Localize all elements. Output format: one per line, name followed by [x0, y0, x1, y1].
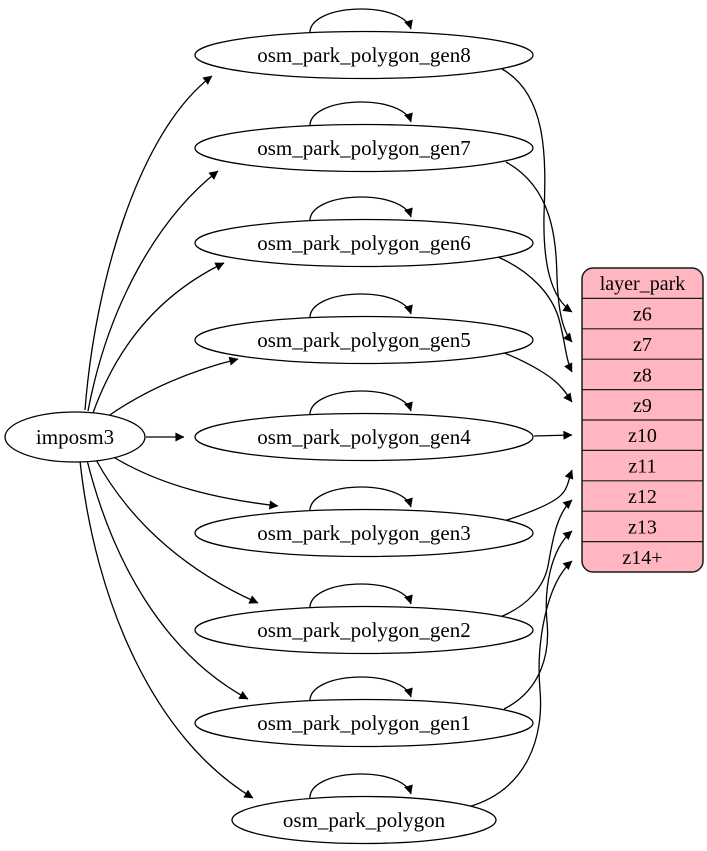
gen1-label: osm_park_polygon_gen1 — [257, 711, 470, 735]
gen1-ellipse — [194, 698, 534, 748]
edge-gen3-z11 — [503, 469, 574, 522]
polygon-ellipse — [231, 795, 497, 845]
node-osm-park-polygon-gen4: osm_park_polygon_gen4 — [194, 412, 534, 462]
node-osm-park-polygon-gen2: osm_park_polygon_gen2 — [194, 605, 534, 655]
layer-park-row-dividers — [582, 297, 703, 543]
edge-imposm3-gen6 — [92, 262, 225, 414]
edge-gen4-z10 — [533, 430, 573, 440]
gen6-label: osm_park_polygon_gen6 — [257, 231, 470, 255]
layer-row-z9: z9 — [633, 395, 652, 417]
self-loop-polygon — [309, 773, 413, 801]
edges-tables-to-layer — [467, 68, 574, 808]
layer-row-z12: z12 — [628, 486, 657, 508]
gen3-ellipse — [194, 508, 534, 558]
layer-row-z10: z10 — [628, 425, 657, 447]
node-osm-park-polygon-gen5: osm_park_polygon_gen5 — [194, 315, 534, 365]
gen6-ellipse — [194, 218, 534, 268]
gen2-ellipse — [194, 605, 534, 655]
gen8-label: osm_park_polygon_gen8 — [257, 43, 470, 67]
edge-imposm3-gen7 — [87, 170, 219, 412]
self-loops — [309, 8, 413, 801]
gen5-ellipse — [194, 315, 534, 365]
self-loop-gen6 — [309, 196, 413, 224]
edge-gen2-z12 — [499, 499, 573, 618]
layer-row-z13: z13 — [628, 516, 657, 538]
node-osm-park-polygon: osm_park_polygon — [231, 795, 497, 845]
layer-row-z11: z11 — [628, 456, 656, 478]
edge-gen5-z9 — [501, 351, 573, 403]
edge-imposm3-gen2 — [94, 457, 259, 604]
gen4-label: osm_park_polygon_gen4 — [257, 425, 471, 449]
gen7-ellipse — [194, 123, 534, 173]
edge-polygon-z14 — [467, 560, 573, 808]
gen7-label: osm_park_polygon_gen7 — [257, 136, 470, 160]
node-osm-park-polygon-gen7: osm_park_polygon_gen7 — [194, 123, 534, 173]
edge-imposm3-polygon — [79, 460, 254, 799]
self-loop-gen2 — [309, 583, 413, 611]
self-loop-gen8 — [309, 8, 413, 36]
gen3-label: osm_park_polygon_gen3 — [257, 521, 470, 545]
edge-gen8-z6 — [501, 68, 573, 313]
layer-row-z6: z6 — [633, 304, 652, 326]
node-osm-park-polygon-gen1: osm_park_polygon_gen1 — [194, 698, 534, 748]
self-loop-gen5 — [309, 293, 413, 321]
layer-row-z8: z8 — [633, 364, 652, 386]
self-loop-gen1 — [309, 676, 413, 704]
edge-gen7-z7 — [505, 161, 573, 343]
node-osm-park-polygon-gen6: osm_park_polygon_gen6 — [194, 218, 534, 268]
edge-imposm3-gen8 — [84, 75, 213, 411]
edges-source-to-tables — [79, 75, 279, 799]
gen2-label: osm_park_polygon_gen2 — [257, 618, 470, 642]
edge-gen1-z13 — [503, 530, 573, 710]
imposm3-label: imposm3 — [36, 425, 114, 449]
edge-gen6-z8 — [497, 256, 573, 373]
node-imposm3: imposm3 — [4, 411, 146, 463]
imposm3-ellipse — [4, 411, 146, 463]
layer-row-z7: z7 — [633, 334, 652, 356]
gen5-label: osm_park_polygon_gen5 — [257, 328, 470, 352]
edge-imposm3-gen3 — [109, 454, 279, 510]
edge-imposm3-gen5 — [103, 356, 239, 420]
gen8-ellipse — [194, 30, 534, 80]
polygon-label: osm_park_polygon — [283, 808, 446, 832]
layer-row-z14: z14+ — [622, 547, 662, 569]
self-loop-gen3 — [309, 486, 413, 514]
layer-park-title: layer_park — [600, 273, 686, 295]
node-osm-park-polygon-gen3: osm_park_polygon_gen3 — [194, 508, 534, 558]
self-loop-gen7 — [309, 101, 413, 129]
edge-imposm3-gen1 — [86, 459, 249, 700]
gen4-ellipse — [194, 412, 534, 462]
self-loop-gen4 — [309, 390, 413, 418]
node-layer-park: layer_park z6 z7 z8 z9 z10 z11 z12 z13 z… — [581, 267, 704, 573]
node-osm-park-polygon-gen8: osm_park_polygon_gen8 — [194, 30, 534, 80]
